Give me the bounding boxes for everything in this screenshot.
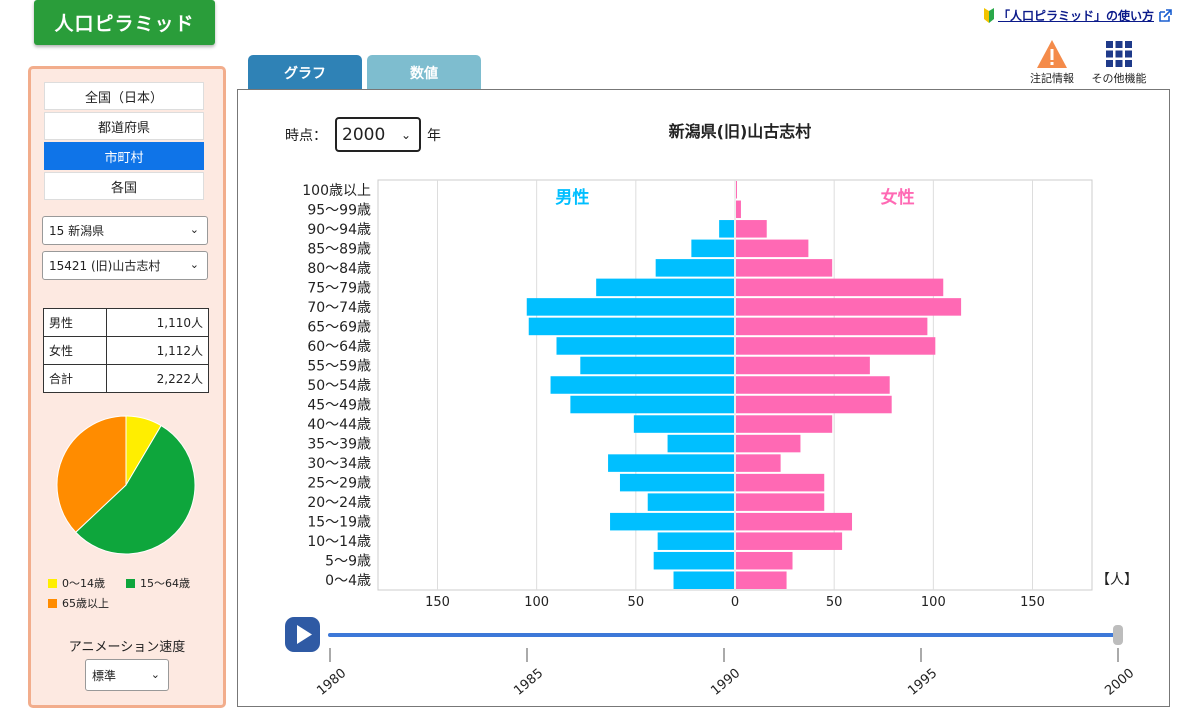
legend-label: 0～14歳: [62, 577, 105, 590]
animation-speed-value: 標準: [92, 668, 117, 683]
scope-national[interactable]: 全国（日本）: [44, 82, 204, 110]
sidebar: 全国（日本） 都道府県 市町村 各国 15 新潟県 ⌄ 15421 (旧)山古志…: [28, 66, 226, 708]
stat-value: 1,112人: [105, 336, 210, 365]
notes-tool[interactable]: 注記情報: [1022, 38, 1082, 86]
legend-swatch: [48, 598, 57, 608]
external-link-icon: [1159, 8, 1172, 22]
timeline-tick-label: 1990: [708, 666, 743, 699]
age-group-pie-chart: [56, 415, 196, 555]
more-tools-label: その他機能: [1091, 72, 1147, 85]
timeline-tick-label: 2000: [1102, 666, 1137, 699]
legend-item: 15～64歳: [126, 575, 190, 591]
chevron-down-icon: ⌄: [150, 668, 160, 681]
prefecture-select-value: 15 新潟県: [49, 224, 105, 238]
timeline-tick-label: 1995: [905, 666, 940, 699]
year-select-value: 2000: [342, 124, 386, 145]
stat-label: 男性: [43, 308, 107, 337]
scope-prefecture[interactable]: 都道府県: [44, 112, 204, 140]
timepoint-label: 時点：: [285, 127, 327, 144]
chevron-down-icon: ⌄: [400, 128, 411, 142]
legend-item: 0～14歳: [48, 575, 105, 591]
timeline-tick-label: 1985: [511, 666, 546, 699]
tab-values[interactable]: 数値: [367, 55, 481, 90]
stat-label: 女性: [43, 336, 107, 365]
table-row: 女性 1,112人: [43, 336, 210, 365]
year-unit-label: 年: [427, 127, 441, 144]
scope-country[interactable]: 各国: [44, 172, 204, 200]
play-icon[interactable]: [297, 625, 312, 644]
legend-item: 65歳以上: [48, 595, 109, 611]
prefecture-select[interactable]: 15 新潟県 ⌄: [42, 216, 208, 245]
city-select-value: 15421 (旧)山古志村: [49, 259, 161, 273]
notes-tool-label: 注記情報: [1030, 72, 1074, 85]
animation-speed-select[interactable]: 標準 ⌄: [85, 659, 169, 691]
timeline-handle[interactable]: [1113, 625, 1123, 645]
howto-link[interactable]: 「人口ピラミッド」の使い方: [997, 9, 1154, 23]
play-button[interactable]: [285, 617, 320, 652]
legend-label: 15～64歳: [140, 577, 190, 590]
timeline-tick-label: 1980: [314, 666, 349, 699]
timepoint-control: 時点： 2000 ⌄ 年: [285, 117, 441, 152]
more-tools[interactable]: その他機能: [1086, 38, 1152, 86]
grid-icon: [1106, 41, 1132, 67]
chart-title: 新潟県(旧)山古志村: [668, 122, 812, 141]
scope-municipality[interactable]: 市町村: [44, 142, 204, 170]
beginner-mark-icon: [983, 8, 994, 23]
stat-value: 2,222人: [105, 364, 210, 393]
chevron-down-icon: ⌄: [189, 223, 199, 236]
legend-label: 65歳以上: [62, 597, 109, 610]
howto-link-container[interactable]: 「人口ピラミッド」の使い方: [983, 7, 1172, 24]
stat-label: 合計: [43, 364, 107, 393]
table-row: 合計 2,222人: [43, 364, 210, 393]
app-title-button[interactable]: 人口ピラミッド: [34, 0, 215, 45]
chevron-down-icon: ⌄: [189, 258, 199, 271]
population-stats-table: 男性 1,110人 女性 1,112人 合計 2,222人: [43, 308, 210, 393]
pie-slice: [56, 415, 127, 533]
pie-slice: [74, 424, 196, 555]
city-select[interactable]: 15421 (旧)山古志村 ⌄: [42, 251, 208, 280]
animation-speed-label: アニメーション速度: [68, 640, 186, 655]
tab-graph[interactable]: グラフ: [248, 55, 362, 90]
legend-swatch: [48, 578, 57, 588]
year-select[interactable]: 2000 ⌄: [335, 117, 421, 152]
warning-icon: [1037, 40, 1067, 68]
legend-swatch: [126, 578, 135, 588]
